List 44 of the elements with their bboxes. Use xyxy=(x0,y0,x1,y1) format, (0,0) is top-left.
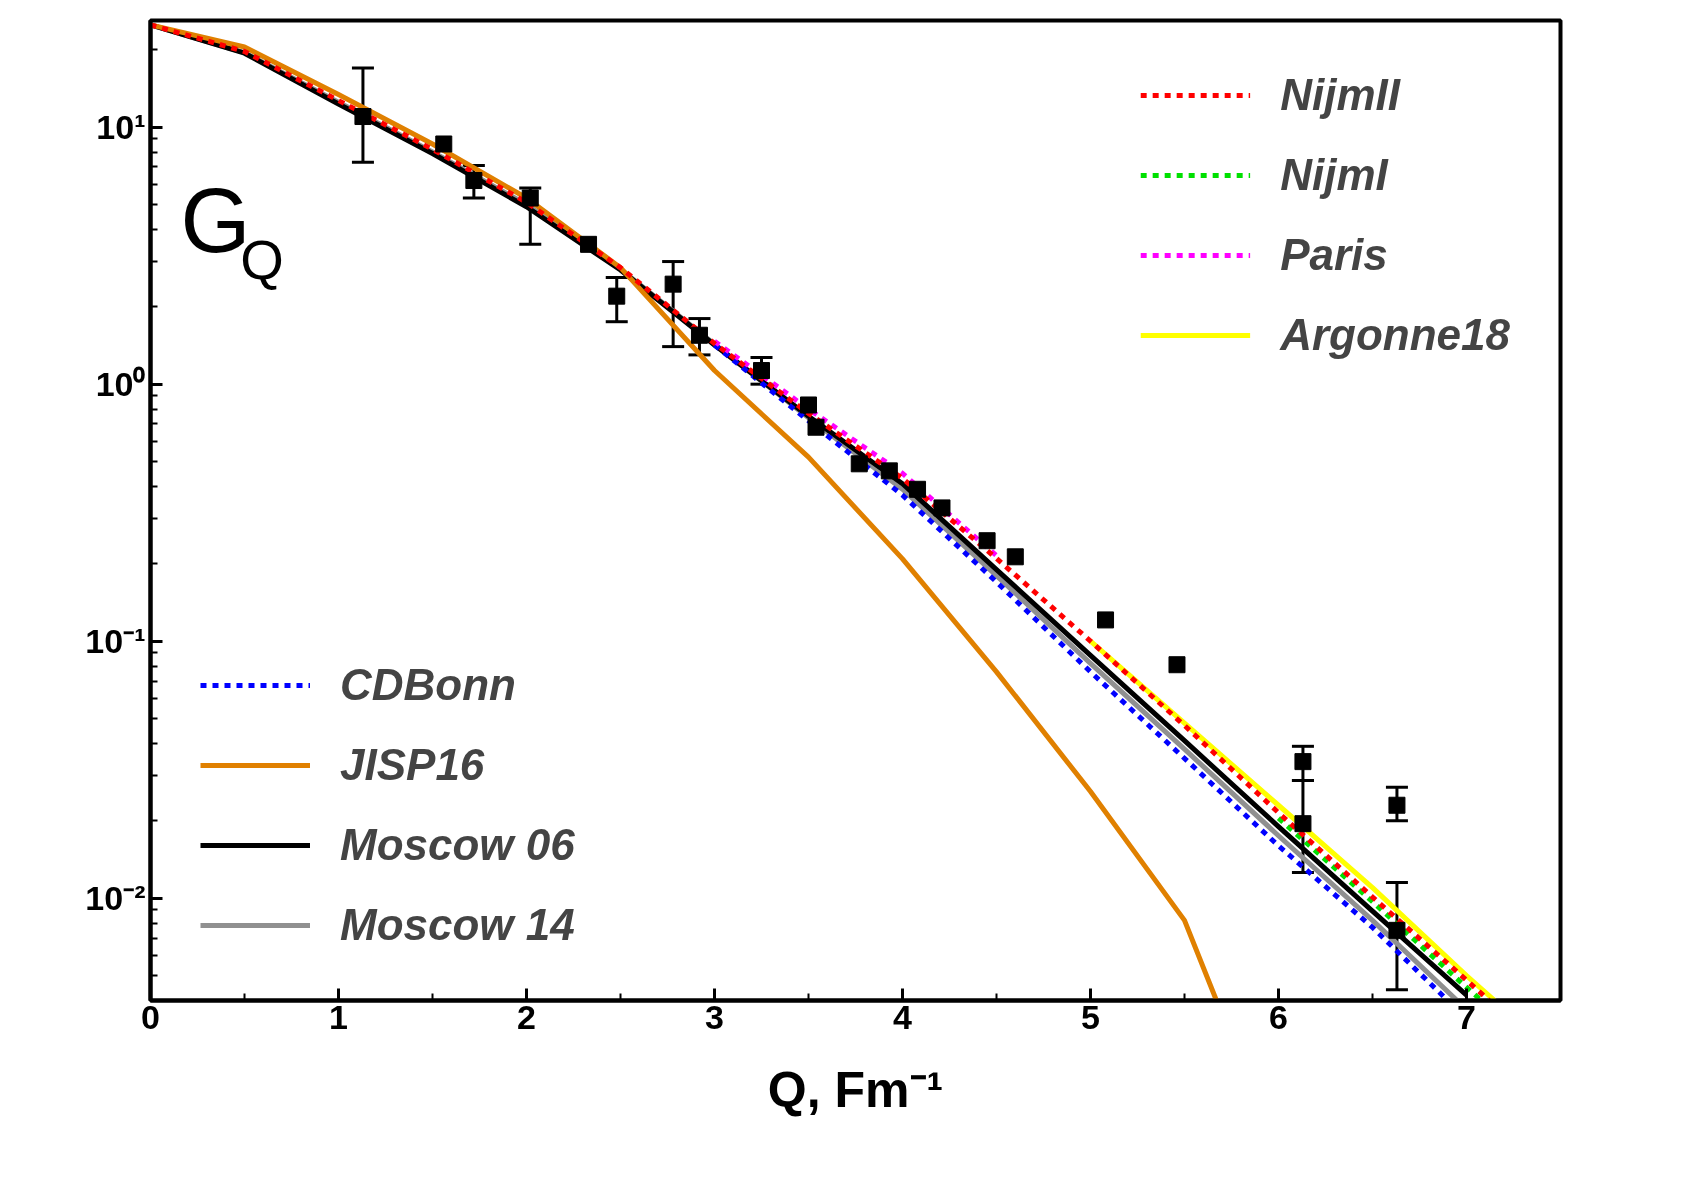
x-tick-label: 5 xyxy=(1081,997,1100,1036)
legend-label: Moscow 14 xyxy=(340,900,575,950)
x-axis-title: Q, Fm⁻¹ xyxy=(767,1061,944,1118)
point xyxy=(354,108,372,126)
x-tick-label: 1 xyxy=(329,997,348,1036)
legend-label: JISP16 xyxy=(340,740,485,790)
point xyxy=(909,480,927,498)
point xyxy=(753,362,770,380)
point xyxy=(807,418,825,436)
point xyxy=(933,499,951,517)
point xyxy=(800,396,817,414)
point xyxy=(850,455,868,473)
point xyxy=(1168,656,1186,674)
point xyxy=(465,172,483,190)
x-tick-label: 4 xyxy=(893,997,913,1036)
legend-label: Moscow 06 xyxy=(340,820,575,870)
x-tick-label: 6 xyxy=(1269,997,1288,1036)
y-tick-label: 10⁻² xyxy=(85,879,146,918)
point xyxy=(1294,753,1312,771)
y-tick-label: 10⁰ xyxy=(95,365,146,404)
x-tick-label: 3 xyxy=(705,997,724,1036)
x-tick-label: 7 xyxy=(1457,997,1476,1036)
point xyxy=(580,235,598,253)
legend-label: NijmII xyxy=(1280,70,1400,120)
point xyxy=(690,326,708,344)
y-tick-label: 10⁻¹ xyxy=(85,622,146,661)
point xyxy=(1388,921,1406,939)
point xyxy=(1097,611,1115,629)
legend-label: NijmI xyxy=(1280,150,1388,200)
point xyxy=(880,462,898,480)
legend-label: Argonne18 xyxy=(1280,310,1510,360)
point xyxy=(1388,796,1406,814)
point xyxy=(1294,815,1312,833)
point xyxy=(608,287,626,305)
x-tick-label: 2 xyxy=(517,997,536,1036)
x-tick-label: 0 xyxy=(141,997,160,1036)
legend-label: CDBonn xyxy=(340,660,516,710)
legend-label: Paris xyxy=(1280,230,1388,280)
point xyxy=(1006,548,1024,566)
point xyxy=(435,135,453,153)
point xyxy=(978,532,996,550)
y-tick-label: 10¹ xyxy=(96,108,146,147)
point xyxy=(521,189,539,207)
point xyxy=(664,275,682,293)
